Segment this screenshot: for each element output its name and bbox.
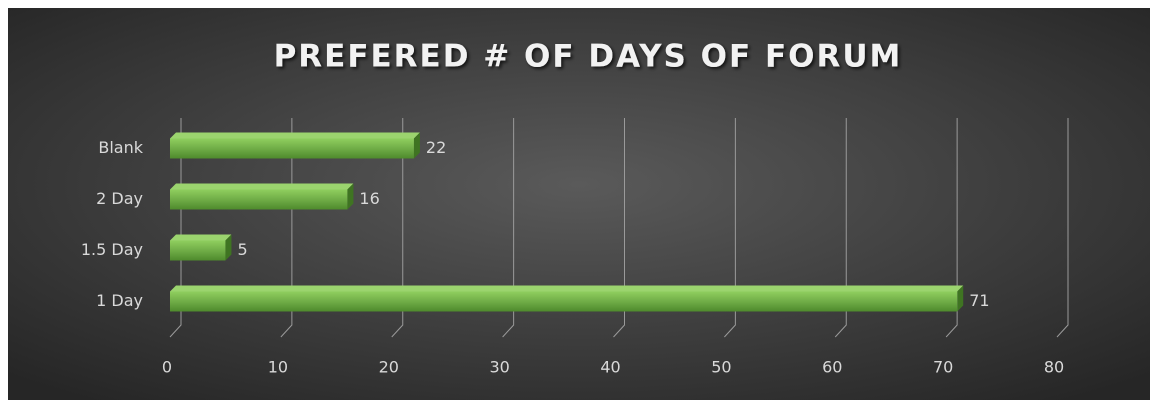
- x-tick-label: 10: [268, 358, 288, 377]
- x-tick-label: 0: [162, 358, 172, 377]
- x-tick-label: 80: [1044, 358, 1064, 377]
- bar-front: [170, 189, 348, 210]
- bar-top: [170, 234, 232, 241]
- bar-side: [225, 234, 232, 261]
- bar-top: [170, 132, 420, 139]
- y-tick-label: 2 Day: [96, 189, 143, 208]
- data-label: 5: [237, 240, 247, 259]
- bar-top: [170, 285, 964, 292]
- x-tick-label: 20: [379, 358, 399, 377]
- x-tick-label: 50: [711, 358, 731, 377]
- grid-line: [1056, 118, 1069, 338]
- bar-front: [170, 291, 958, 312]
- bar-front: [170, 138, 414, 159]
- x-tick-label: 30: [489, 358, 509, 377]
- x-tick-label: 40: [600, 358, 620, 377]
- grid-line: [834, 118, 847, 338]
- data-label: 22: [426, 138, 446, 157]
- bar: [170, 285, 964, 312]
- bar-side: [347, 183, 354, 210]
- bar: [170, 234, 232, 261]
- y-tick-label: Blank: [98, 138, 143, 157]
- grid-line: [502, 118, 515, 338]
- bar: [170, 183, 354, 210]
- grid-line: [391, 118, 404, 338]
- x-tick-label: 60: [822, 358, 842, 377]
- bar: [170, 132, 420, 159]
- y-tick-label: 1 Day: [96, 291, 143, 310]
- y-tick-label: 1.5 Day: [81, 240, 143, 259]
- x-tick-label: 70: [933, 358, 953, 377]
- bar-side: [957, 285, 964, 312]
- data-label: 16: [359, 189, 379, 208]
- bar-front: [170, 240, 226, 261]
- grid-line: [724, 118, 736, 338]
- chart-title: PREFERED # OF DAYS OF FORUM: [274, 39, 903, 75]
- grid-line: [613, 118, 625, 338]
- bar-side: [413, 132, 420, 159]
- data-label: 71: [969, 291, 989, 310]
- grid-line: [945, 118, 958, 338]
- bar-top: [170, 183, 354, 190]
